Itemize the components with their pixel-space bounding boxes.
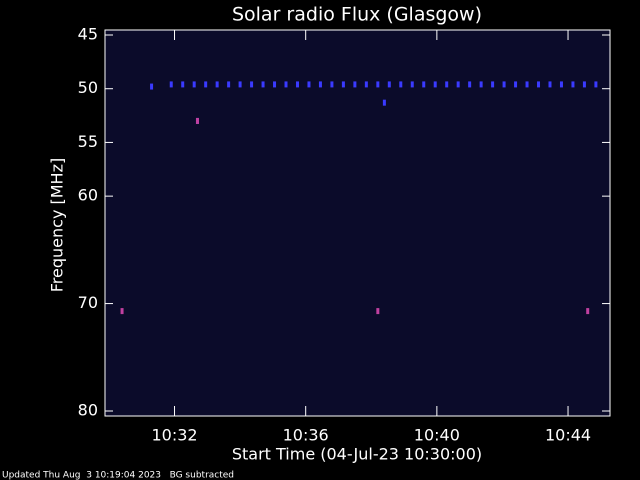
point — [594, 81, 598, 88]
point — [491, 81, 495, 88]
point — [479, 81, 483, 88]
y-tick-label: 60 — [78, 186, 98, 205]
point — [399, 81, 403, 88]
point — [192, 81, 196, 88]
plot-area — [105, 30, 610, 416]
y-axis-label: Frequency [MHz] — [48, 158, 67, 292]
point — [261, 81, 265, 88]
point — [307, 81, 311, 88]
y-tick-label: 50 — [78, 78, 98, 97]
point — [445, 81, 449, 88]
point — [353, 81, 357, 88]
point — [559, 81, 563, 88]
point — [410, 81, 414, 88]
chart-title: Solar radio Flux (Glasgow) — [232, 4, 482, 26]
point — [502, 81, 506, 88]
point — [586, 308, 590, 315]
y-tick-label: 80 — [78, 401, 98, 420]
point — [195, 117, 199, 124]
point — [387, 81, 391, 88]
y-tick-label: 55 — [78, 132, 98, 151]
x-axis-label: Start Time (04-Jul-23 10:30:00) — [232, 445, 482, 464]
point — [537, 81, 541, 88]
point — [120, 308, 124, 315]
point — [514, 81, 518, 88]
point — [341, 81, 345, 88]
point — [582, 81, 586, 88]
point — [238, 81, 242, 88]
point — [571, 81, 575, 88]
point — [250, 81, 254, 88]
point — [525, 81, 529, 88]
point — [215, 81, 219, 88]
point — [376, 308, 380, 315]
point — [318, 81, 322, 88]
point — [422, 81, 426, 88]
point — [227, 81, 231, 88]
point — [204, 81, 208, 88]
x-tick-label: 10:40 — [414, 426, 460, 445]
point — [548, 81, 552, 88]
y-tick-label: 70 — [78, 293, 98, 312]
x-tick-label: 10:32 — [151, 426, 197, 445]
point — [330, 81, 334, 88]
point — [150, 83, 154, 90]
plot-frame — [104, 29, 611, 417]
x-tick-label: 10:44 — [545, 426, 591, 445]
point — [468, 81, 472, 88]
y-tick-label: 45 — [78, 25, 98, 44]
point — [284, 81, 288, 88]
point — [433, 81, 437, 88]
point — [273, 81, 277, 88]
point — [456, 81, 460, 88]
point — [364, 81, 368, 88]
point — [295, 81, 299, 88]
point — [382, 99, 386, 106]
point — [181, 81, 185, 88]
point — [376, 81, 380, 88]
point — [169, 81, 173, 88]
x-tick-label: 10:36 — [283, 426, 329, 445]
footer: Updated Thu Aug 3 10:19:04 2023 BG subtr… — [2, 471, 234, 480]
